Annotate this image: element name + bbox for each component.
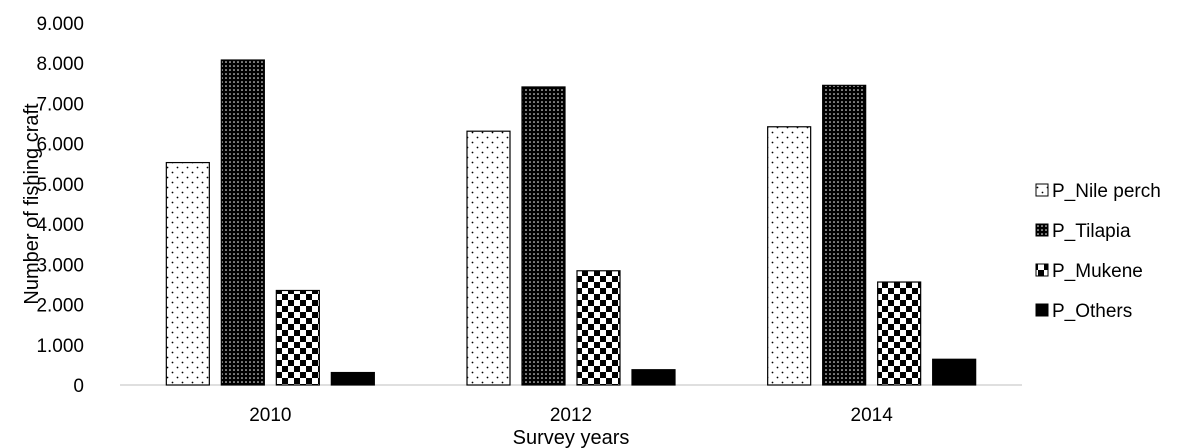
- bar-p-tilapia-2012: [521, 86, 566, 386]
- bar-p-others-2010: [330, 371, 375, 386]
- bar-p-mukene-2014: [877, 281, 922, 386]
- y-tick-label: 4.000: [36, 215, 84, 236]
- bar-p-nile-perch-2012: [466, 130, 511, 386]
- x-axis-title: Survey years: [513, 427, 630, 448]
- bar-p-others-2014: [932, 358, 977, 386]
- y-tick-label: 6.000: [36, 135, 84, 156]
- legend-swatch: [1035, 263, 1049, 277]
- x-tick-label: 2012: [550, 405, 592, 426]
- bar-p-tilapia-2010: [220, 59, 265, 386]
- legend-swatch: [1035, 223, 1049, 237]
- y-tick-label: 9.000: [36, 14, 84, 35]
- bar-p-tilapia-2014: [822, 84, 867, 386]
- y-tick-label: 8.000: [36, 54, 84, 75]
- x-axis-tick-labels: 2010 2012 2014: [249, 405, 893, 426]
- y-tick-label: 5.000: [36, 175, 84, 196]
- bars-group: [165, 59, 977, 386]
- x-tick-label: 2010: [249, 405, 291, 426]
- y-axis-tick-labels: 0 1.000 2.000 3.000 4.000 5.000 6.000 7.000 8.00…: [36, 14, 84, 397]
- bar-p-nile-perch-2010: [165, 161, 210, 386]
- bar-p-others-2012: [631, 369, 676, 386]
- legend-label: P_Mukene: [1052, 261, 1143, 282]
- y-tick-label: 7.000: [36, 94, 84, 115]
- legend-label: P_Others: [1052, 301, 1132, 322]
- legend: P_Nile perch P_Tilapia P_Mukene P_Others: [1035, 181, 1161, 322]
- legend-swatch: [1035, 303, 1049, 317]
- y-tick-label: 1.000: [36, 336, 84, 357]
- y-tick-label: 0: [73, 376, 84, 397]
- bar-p-mukene-2010: [275, 289, 320, 386]
- y-axis-title: Number of fishing craft: [21, 103, 43, 305]
- y-tick-label: 2.000: [36, 296, 84, 317]
- legend-label: P_Nile perch: [1052, 181, 1161, 202]
- bar-p-mukene-2012: [576, 270, 621, 386]
- y-tick-label: 3.000: [36, 255, 84, 276]
- x-tick-label: 2014: [851, 405, 894, 426]
- legend-swatch: [1035, 183, 1049, 197]
- legend-label: P_Tilapia: [1052, 221, 1131, 242]
- bar-p-nile-perch-2014: [767, 126, 812, 386]
